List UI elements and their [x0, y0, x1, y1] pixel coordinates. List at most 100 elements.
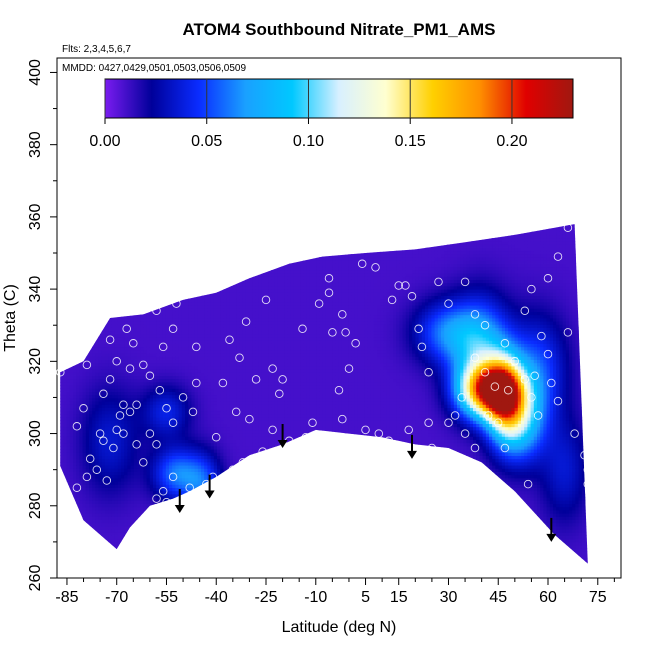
heatmap-cell	[124, 401, 128, 405]
heatmap-cell	[124, 388, 128, 392]
heatmap-cell	[146, 330, 151, 335]
heatmap-cell	[194, 317, 199, 322]
heatmap-cell	[117, 519, 122, 524]
heatmap-cell	[133, 417, 138, 421]
heatmap-cell	[156, 394, 160, 399]
heatmap-cell	[111, 327, 115, 332]
heatmap-cell	[114, 493, 119, 498]
heatmap-cell	[130, 324, 135, 328]
heatmap-cell	[149, 487, 154, 492]
heatmap-cell	[197, 359, 202, 364]
heatmap-cell	[105, 381, 109, 386]
heatmap-cell	[79, 417, 83, 421]
heatmap-cell	[95, 458, 99, 463]
heatmap-cell	[133, 385, 138, 389]
heatmap-cell	[127, 394, 131, 399]
heatmap-cell	[95, 465, 99, 469]
heatmap-cell	[79, 426, 83, 431]
heatmap-cell	[108, 391, 112, 396]
heatmap-cell	[133, 321, 138, 325]
heatmap-cell	[82, 513, 87, 517]
heatmap-cell	[130, 509, 135, 514]
heatmap-cell	[101, 532, 106, 536]
heatmap-cell	[162, 449, 167, 453]
heatmap-cell	[175, 490, 179, 495]
heatmap-cell	[92, 385, 96, 389]
heatmap-cell	[140, 375, 144, 380]
heatmap-cell	[165, 397, 170, 402]
heatmap-cell	[66, 461, 71, 466]
heatmap-cell	[98, 477, 103, 482]
heatmap-cell	[149, 497, 154, 501]
heatmap-cell	[108, 506, 112, 511]
heatmap-cell	[127, 465, 131, 469]
heatmap-cell	[156, 388, 160, 392]
heatmap-cell	[153, 420, 157, 424]
heatmap-cell	[89, 404, 93, 408]
heatmap-cell	[82, 426, 87, 431]
heatmap-cell	[117, 407, 122, 412]
heatmap-cell	[89, 375, 93, 380]
heatmap-cell	[162, 365, 167, 370]
heatmap-cell	[111, 337, 115, 341]
heatmap-cell	[95, 423, 99, 428]
heatmap-cell	[143, 333, 147, 338]
heatmap-cell	[79, 474, 83, 479]
heatmap-cell	[73, 445, 77, 450]
heatmap-cell	[124, 353, 128, 357]
heatmap-cell	[127, 458, 131, 463]
heatmap-cell	[117, 455, 122, 460]
heatmap-cell	[73, 442, 77, 447]
heatmap-cell	[197, 445, 202, 450]
heatmap-cell	[130, 426, 135, 431]
heatmap-cell	[191, 388, 195, 392]
heatmap-cell	[108, 388, 112, 392]
heatmap-cell	[159, 452, 163, 456]
heatmap-cell	[197, 436, 202, 440]
heatmap-cell	[181, 455, 186, 460]
heatmap-cell	[95, 349, 99, 354]
heatmap-cell	[188, 356, 192, 360]
heatmap-cell	[124, 372, 128, 376]
heatmap-cell	[159, 481, 163, 485]
heatmap-cell	[143, 439, 147, 444]
heatmap-cell	[101, 452, 106, 456]
heatmap-cell	[117, 353, 122, 357]
heatmap-cell	[98, 397, 103, 402]
heatmap-cell	[169, 420, 173, 424]
heatmap-cell	[175, 487, 179, 492]
heatmap-cell	[172, 346, 176, 351]
heatmap-cell	[181, 481, 186, 485]
heatmap-cell	[146, 433, 151, 437]
heatmap-cell	[133, 340, 138, 344]
heatmap-cell	[140, 410, 144, 415]
heatmap-cell	[172, 449, 176, 453]
heatmap-cell	[181, 471, 186, 476]
heatmap-cell	[197, 458, 202, 463]
heatmap-cell	[181, 423, 186, 428]
heatmap-cell	[66, 445, 71, 450]
heatmap-cell	[117, 445, 122, 450]
heatmap-cell	[85, 468, 90, 472]
heatmap-cell	[185, 362, 189, 367]
heatmap-cell	[95, 445, 99, 450]
heatmap-cell	[89, 410, 93, 415]
heatmap-cell	[69, 397, 74, 402]
heatmap-cell	[181, 337, 186, 341]
heatmap-cell	[172, 369, 176, 373]
heatmap-cell	[127, 490, 131, 495]
heatmap-cell	[153, 417, 157, 421]
heatmap-cell	[194, 388, 199, 392]
heatmap-cell	[89, 465, 93, 469]
heatmap-cell	[127, 506, 131, 511]
heatmap-cell	[76, 410, 80, 415]
heatmap-cell	[191, 353, 195, 357]
heatmap-cell	[92, 356, 96, 360]
heatmap-cell	[178, 439, 183, 444]
heatmap-cell	[137, 423, 141, 428]
heatmap-cell	[146, 397, 151, 402]
heatmap-cell	[130, 333, 135, 338]
heatmap-cell	[185, 407, 189, 412]
heatmap-cell	[121, 532, 125, 536]
heatmap-cell	[146, 385, 151, 389]
